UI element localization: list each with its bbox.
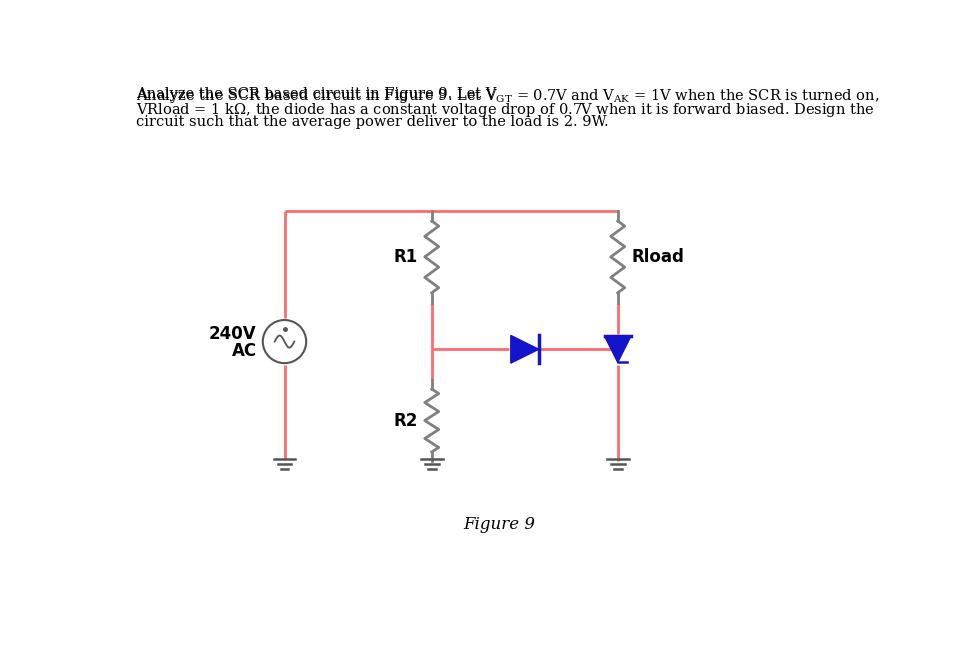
Polygon shape	[510, 335, 539, 363]
Text: R2: R2	[393, 411, 418, 430]
Text: Figure 9: Figure 9	[464, 516, 535, 533]
Text: Rload: Rload	[632, 248, 685, 266]
Text: 240V: 240V	[209, 325, 256, 343]
Text: R1: R1	[393, 248, 418, 266]
Polygon shape	[605, 336, 631, 363]
Text: Analyze the SCR based circuit in Figure 9. Let V: Analyze the SCR based circuit in Figure …	[135, 87, 496, 102]
Text: VRload = 1 k$\mathregular{\Omega}$, the diode has a constant voltage drop of 0.7: VRload = 1 k$\mathregular{\Omega}$, the …	[135, 101, 875, 119]
Text: Analyze the SCR based circuit in Figure 9. Let $\mathregular{V_{GT}}$ = 0.7V and: Analyze the SCR based circuit in Figure …	[135, 87, 880, 106]
Text: AC: AC	[232, 342, 256, 360]
Text: circuit such that the average power deliver to the load is 2. 9W.: circuit such that the average power deli…	[135, 115, 609, 129]
